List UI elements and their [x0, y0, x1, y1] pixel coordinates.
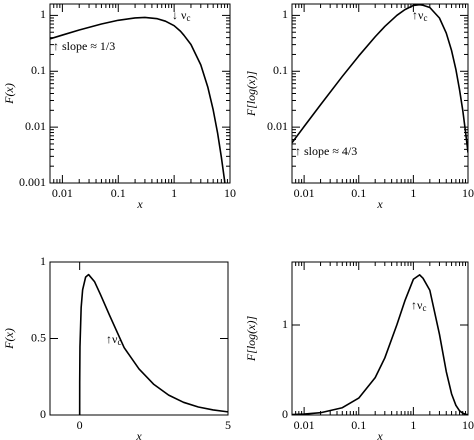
x-tick-label: 10 [224, 186, 236, 200]
annotation-text: ↑ν [412, 8, 424, 22]
x-tick-label: 0.1 [351, 186, 366, 200]
panel: 0 5 0 0.5 1 x F(x) ↑νc [2, 254, 231, 440]
panel: 0.01 0.1 1 10 0.01 0.1 1 x F[log(x)] ↑ slope ≈ 4/… [244, 3, 474, 211]
x-tick-label: 0.01 [52, 186, 73, 200]
y-tick-label: 1 [40, 254, 46, 268]
y-axis-label: F(x) [2, 328, 16, 350]
annotation-text: ↓ ν [172, 8, 187, 22]
data-line [292, 4, 468, 153]
y-tick-label: 1 [40, 7, 46, 21]
plot-frame [49, 261, 229, 416]
x-tick-label: 5 [225, 418, 231, 432]
x-tick-label: 10 [462, 186, 474, 200]
y-tick-label: 0.1 [273, 63, 288, 77]
annotation: ↑ slope ≈ 4/3 [295, 144, 357, 158]
annotation-sub: c [422, 303, 426, 313]
x-tick-label: 1 [410, 186, 416, 200]
plot-frame [291, 3, 469, 184]
y-axis-label: F[log(x)] [244, 71, 258, 118]
plot-lines [50, 16, 226, 183]
annotation-sub: c [117, 337, 121, 347]
annotation-text: ↑ slope ≈ 1/3 [53, 39, 115, 53]
y-axis-label: F[log(x)] [244, 316, 258, 363]
x-tick-label: 1 [171, 186, 177, 200]
annotation-sub: c [186, 13, 190, 23]
y-tick-label: 0.01 [25, 119, 46, 133]
x-tick-label: 0.1 [351, 418, 366, 432]
annotation: ↑νc [106, 332, 121, 347]
y-tick-label: 0.001 [19, 175, 46, 189]
annotation: ↑νc [412, 8, 427, 23]
annotation-text: ↑ slope ≈ 4/3 [295, 144, 357, 158]
plot-frame [291, 261, 469, 416]
x-tick-label: 10 [462, 418, 474, 432]
y-tick-label: 1 [282, 317, 288, 331]
plot-lines [292, 274, 468, 415]
plot-frame [49, 3, 231, 184]
y-axis-label: F(x) [2, 83, 16, 105]
y-tick-label: 0 [282, 407, 288, 421]
panel: 0.01 0.1 1 10 0.001 0.01 0.1 1 x F(x) ↑ slope ≈ 1/… [2, 3, 236, 211]
x-tick-label: 0.01 [294, 418, 315, 432]
data-line [292, 274, 468, 415]
annotation: ↑ slope ≈ 1/3 [53, 39, 115, 53]
y-tick-label: 0 [40, 407, 46, 421]
y-tick-label: 0.1 [31, 63, 46, 77]
x-tick-label: 1 [410, 418, 416, 432]
plot-lines [292, 4, 468, 153]
x-tick-label: 0.01 [294, 186, 315, 200]
y-tick-label: 0.5 [31, 330, 46, 344]
y-tick-label: 1 [282, 7, 288, 21]
x-axis-label: x [376, 429, 383, 440]
x-axis-label: x [376, 197, 383, 211]
annotation: ↑νc [411, 298, 426, 313]
annotation-text: ↑ν [106, 332, 118, 346]
annotation: ↓ νc [172, 8, 190, 23]
plot-lines [78, 273, 228, 415]
y-tick-label: 0.01 [267, 119, 288, 133]
data-line [50, 16, 226, 183]
x-tick-label: 0 [77, 418, 83, 432]
annotation-sub: c [423, 13, 427, 23]
data-line [78, 273, 228, 415]
x-tick-label: 0.1 [111, 186, 126, 200]
panel: 0.01 0.1 1 10 0 1 x F[log(x)] ↑νc [244, 261, 474, 440]
x-axis-label: x [135, 429, 142, 440]
x-axis-label: x [136, 197, 143, 211]
annotation-text: ↑ν [411, 298, 423, 312]
